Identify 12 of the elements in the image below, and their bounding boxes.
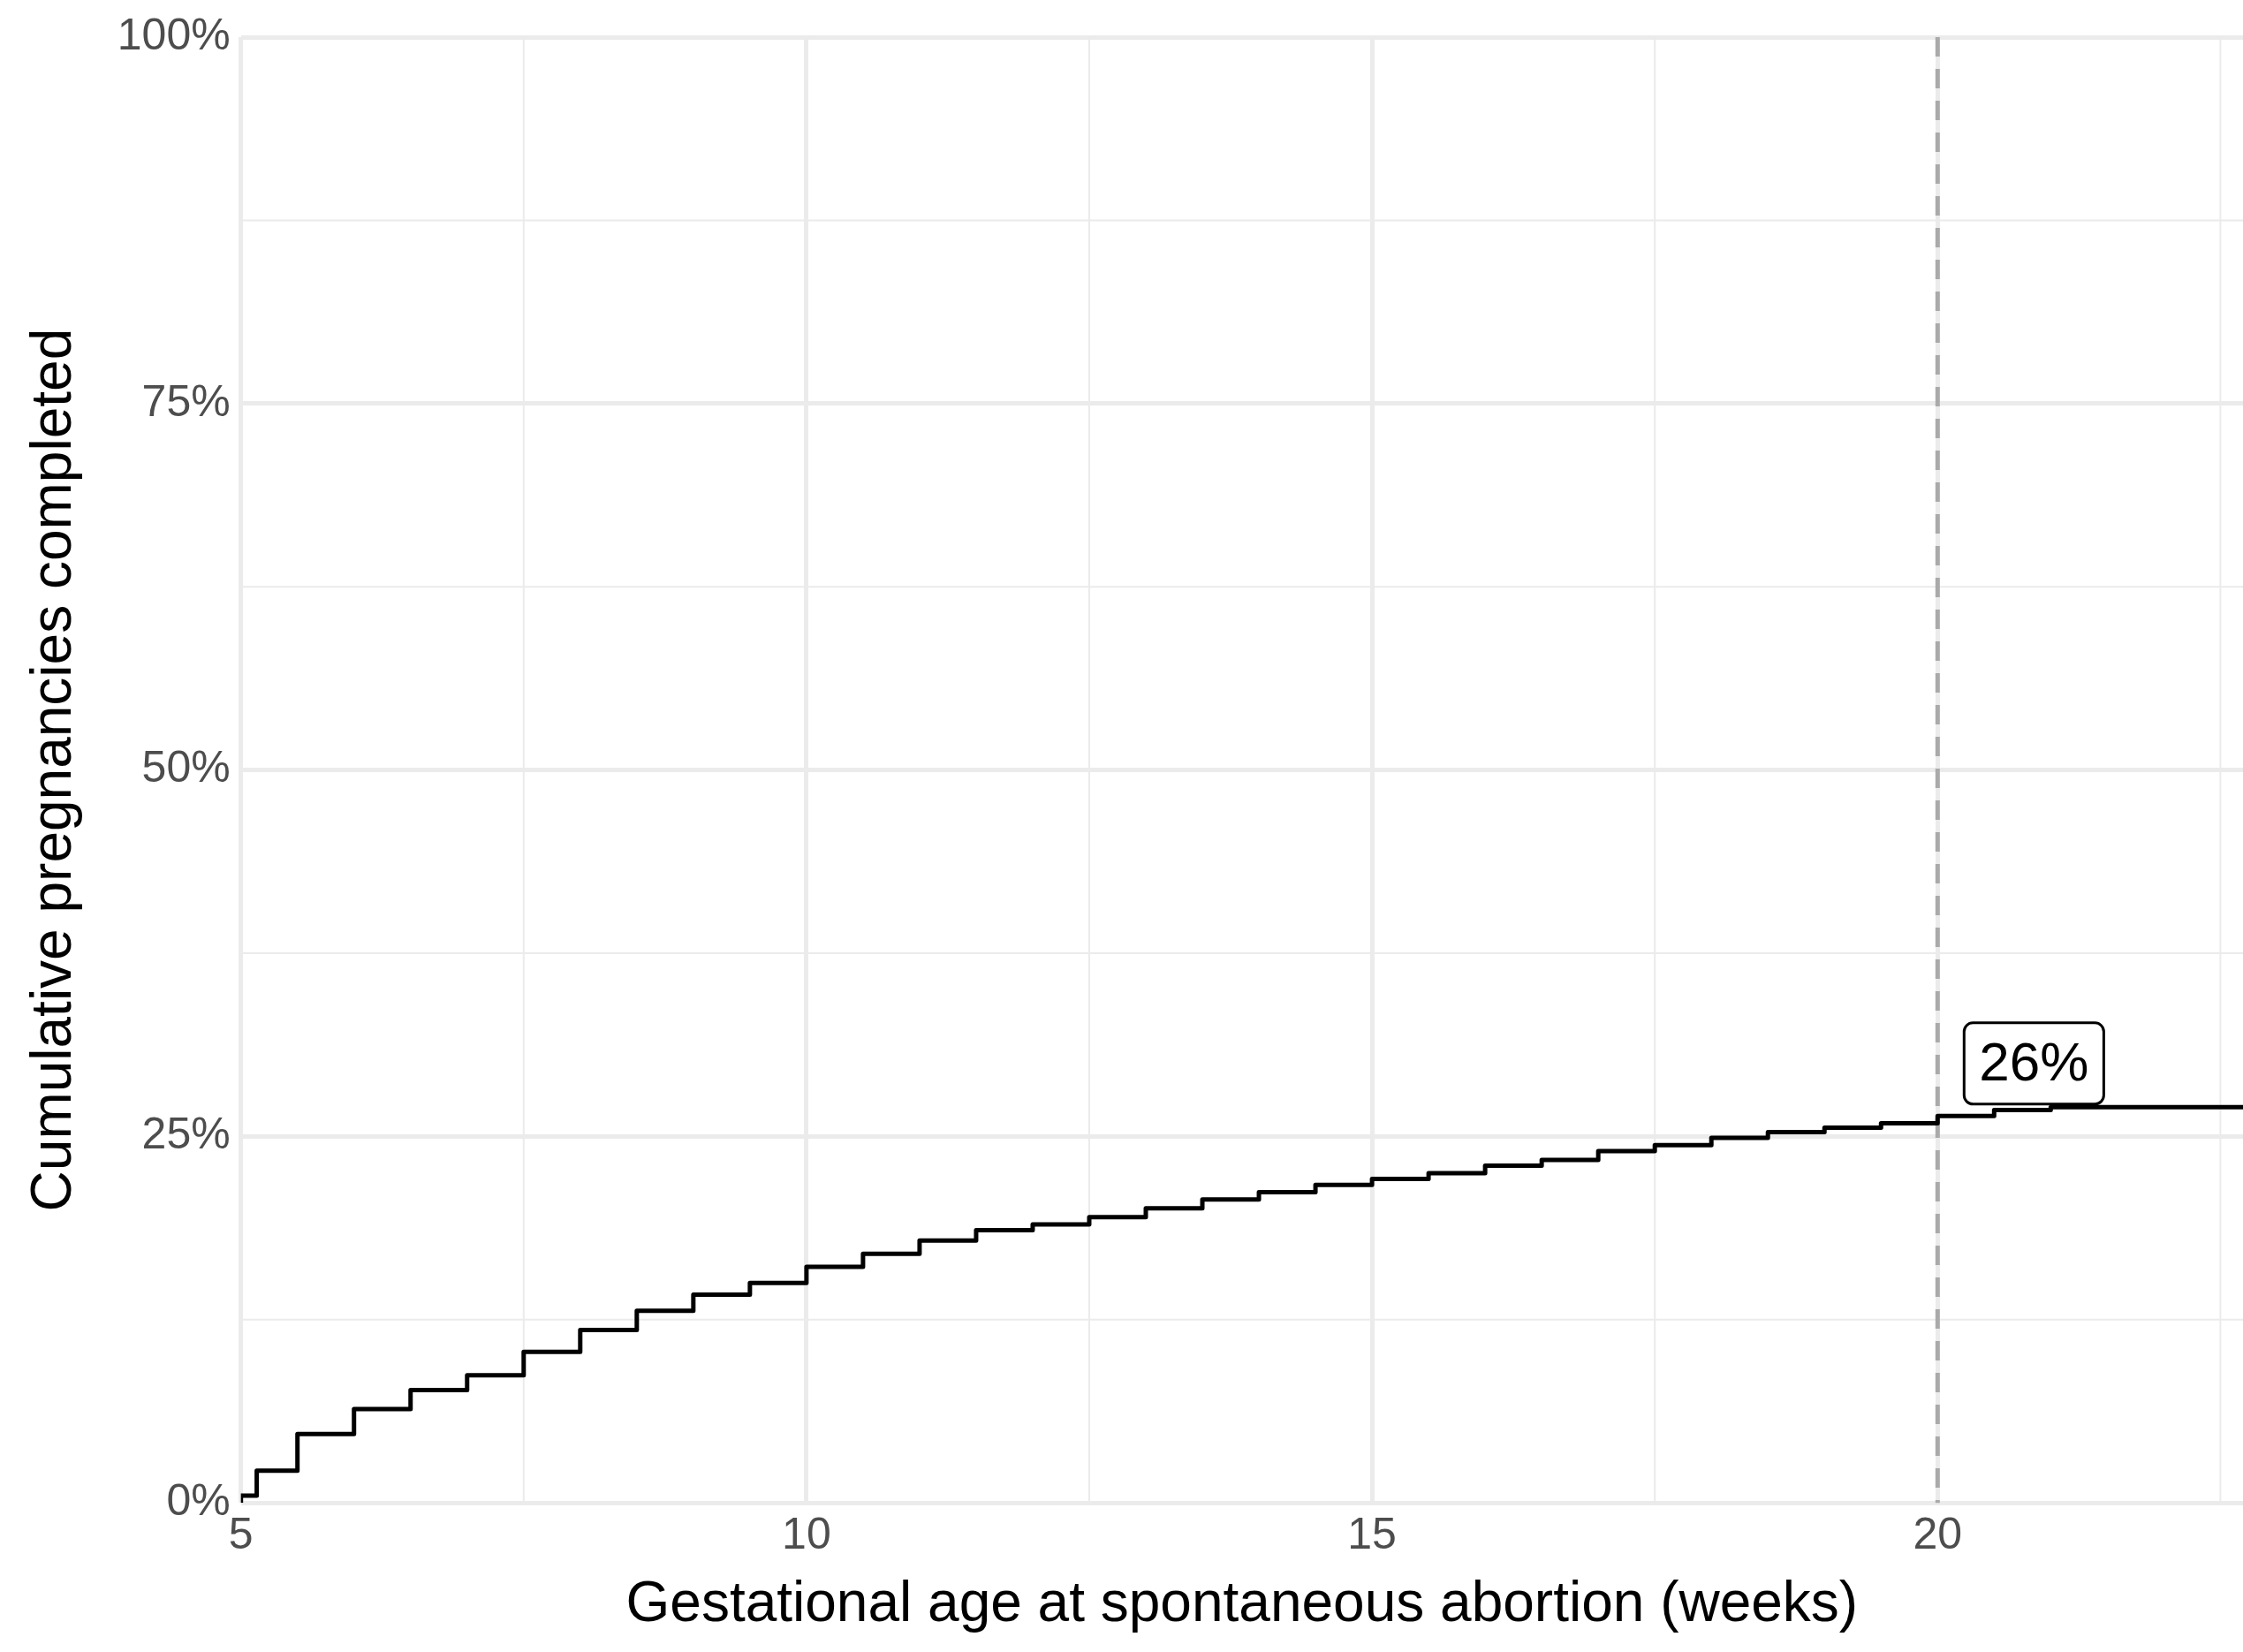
x-tick-label: 15 xyxy=(1347,1508,1397,1558)
y-axis-title: Cumulative pregnancies completed xyxy=(19,328,84,1212)
x-tick-label: 5 xyxy=(228,1508,254,1558)
x-tick-label: 20 xyxy=(1913,1508,1963,1558)
x-axis-title: Gestational age at spontaneous abortion (weeks) xyxy=(625,1570,1859,1634)
y-tick-label: 50% xyxy=(141,742,231,792)
y-tick-label: 75% xyxy=(141,375,231,426)
annotation: 26% xyxy=(1979,1030,2089,1092)
x-tick-label: 10 xyxy=(782,1508,831,1558)
y-tick-label: 25% xyxy=(141,1109,231,1159)
y-tick-label: 100% xyxy=(117,9,231,59)
y-tick-label: 0% xyxy=(166,1474,231,1525)
